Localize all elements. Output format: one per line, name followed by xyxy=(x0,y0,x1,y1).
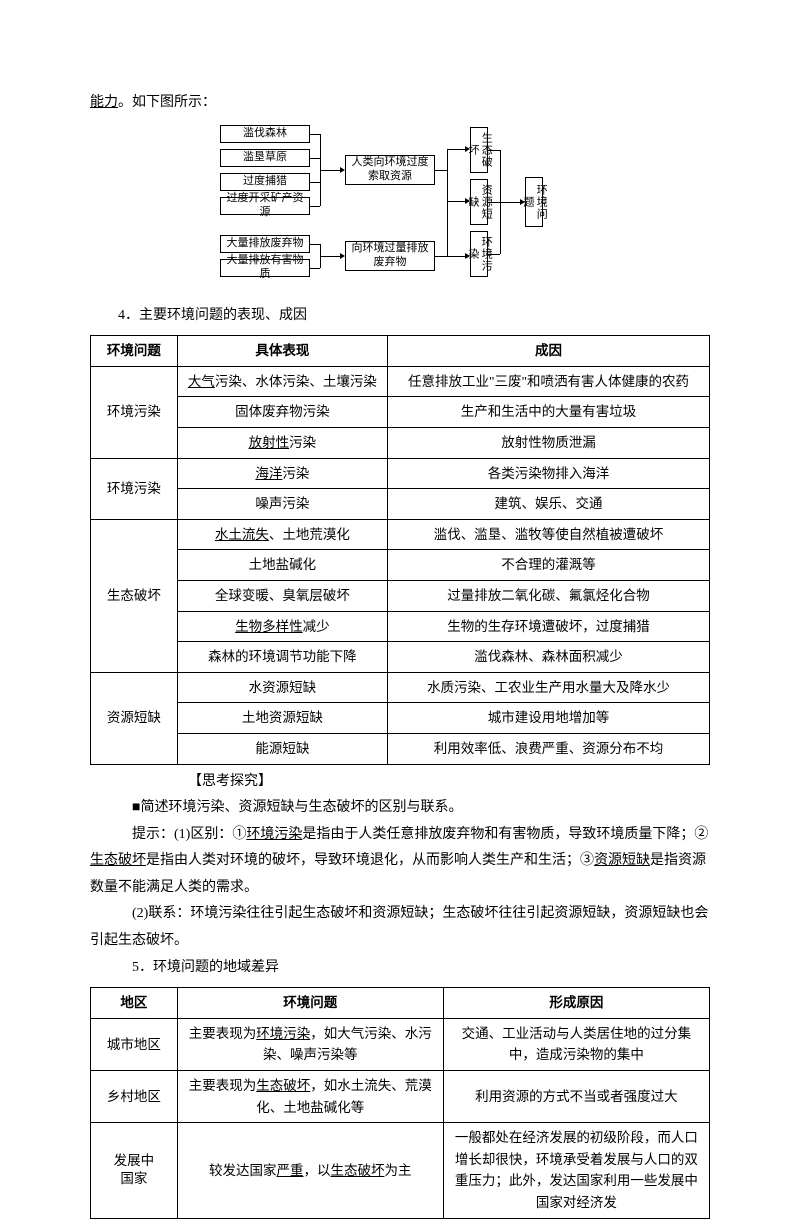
table-row: 城市地区 主要表现为环境污染，如大气污染、水污染、噪声污染等 交通、工业活动与人… xyxy=(91,1018,710,1070)
table-row: 固体废弃物污染 生产和生活中的大量有害垃圾 xyxy=(91,397,710,428)
t1-c2: 能源短缺 xyxy=(177,733,387,764)
box-left-3: 过度开采矿产资源 xyxy=(220,197,310,215)
t1-c2: 土地资源短缺 xyxy=(177,703,387,734)
t1-c3: 不合理的灌溉等 xyxy=(388,550,710,581)
t2-h1: 地区 xyxy=(91,988,178,1019)
table-row: 资源短缺 水资源短缺 水质污染、工农业生产用水量大及降水少 xyxy=(91,672,710,703)
intro-rest: 。如下图所示： xyxy=(118,95,216,110)
table-row: 环境问题 具体表现 成因 xyxy=(91,336,710,367)
t1-c2: 土地盐碱化 xyxy=(177,550,387,581)
t1-c3: 城市建设用地增加等 xyxy=(388,703,710,734)
t1-c2: 水资源短缺 xyxy=(177,672,387,703)
intro-text: 能力。如下图所示： xyxy=(90,90,710,117)
t1-cat: 环境污染 xyxy=(91,366,178,458)
think-title: 【思考探究】 xyxy=(90,769,710,796)
table-row: 生态破坏 水土流失、土地荒漠化 滥伐、滥垦、滥牧等使自然植被遭破坏 xyxy=(91,519,710,550)
t1-c3: 建筑、娱乐、交通 xyxy=(388,489,710,520)
t2-c3: 一般都处在经济发展的初级阶段，而人口增长却很快，环境承受着发展与人口的双重压力；… xyxy=(443,1123,709,1218)
box-right-0: 生态破坏 xyxy=(470,127,488,173)
tip-1: 提示：(1)区别：①环境污染是指由于人类任意排放废弃物和有害物质，导致环境质量下… xyxy=(90,822,710,902)
t1-cat: 环境污染 xyxy=(91,458,178,519)
flow-diagram: 滥伐森林 滥垦草原 过度捕猎 过度开采矿产资源 大量排放废弃物 大量排放有害物质… xyxy=(220,125,580,295)
heading-5: 5．环境问题的地域差异 xyxy=(90,955,710,982)
table-row: 噪声污染 建筑、娱乐、交通 xyxy=(91,489,710,520)
t1-h3: 成因 xyxy=(388,336,710,367)
table-row: 土地资源短缺 城市建设用地增加等 xyxy=(91,703,710,734)
t1-c2: 放射性污染 xyxy=(177,427,387,458)
t1-c2: 水土流失、土地荒漠化 xyxy=(177,519,387,550)
box-far-right: 环境问题 xyxy=(525,177,543,227)
table-row: 放射性污染 放射性物质泄漏 xyxy=(91,427,710,458)
heading-4: 4．主要环境问题的表现、成因 xyxy=(90,303,710,330)
t1-c3: 任意排放工业"三废"和喷洒有害人体健康的农药 xyxy=(388,366,710,397)
t1-c3: 滥伐森林、森林面积减少 xyxy=(388,642,710,673)
t2-c2: 较发达国家严重，以生态破坏为主 xyxy=(177,1123,443,1218)
tip-2: (2)联系：环境污染往往引起生态破坏和资源短缺；生态破坏往往引起资源短缺，资源短… xyxy=(90,901,710,954)
box-left-5: 大量排放有害物质 xyxy=(220,259,310,277)
box-left-1: 滥垦草原 xyxy=(220,149,310,167)
t1-c3: 放射性物质泄漏 xyxy=(388,427,710,458)
box-mid-bottom: 向环境过量排放废弃物 xyxy=(345,241,435,271)
t2-c1: 城市地区 xyxy=(91,1018,178,1070)
table-row: 能源短缺 利用效率低、浪费严重、资源分布不均 xyxy=(91,733,710,764)
t2-c1: 乡村地区 xyxy=(91,1071,178,1123)
t1-c3: 过量排放二氧化碳、氟氯烃化合物 xyxy=(388,580,710,611)
t1-c2: 噪声污染 xyxy=(177,489,387,520)
table-1: 环境问题 具体表现 成因 环境污染 大气污染、水体污染、土壤污染 任意排放工业"… xyxy=(90,335,710,764)
t1-c2: 全球变暖、臭氧层破坏 xyxy=(177,580,387,611)
table-row: 环境污染 海洋污染 各类污染物排入海洋 xyxy=(91,458,710,489)
t1-c2: 大气污染、水体污染、土壤污染 xyxy=(177,366,387,397)
diagram-container: 滥伐森林 滥垦草原 过度捕猎 过度开采矿产资源 大量排放废弃物 大量排放有害物质… xyxy=(90,125,710,295)
box-left-2: 过度捕猎 xyxy=(220,173,310,191)
think-question: ■简述环境污染、资源短缺与生态破坏的区别与联系。 xyxy=(90,795,710,822)
table-row: 地区 环境问题 形成原因 xyxy=(91,988,710,1019)
t1-c2: 固体废弃物污染 xyxy=(177,397,387,428)
t1-c2: 海洋污染 xyxy=(177,458,387,489)
t1-cat: 生态破坏 xyxy=(91,519,178,672)
table-row: 乡村地区 主要表现为生态破坏，如水土流失、荒漠化、土地盐碱化等 利用资源的方式不… xyxy=(91,1071,710,1123)
t1-cat: 资源短缺 xyxy=(91,672,178,764)
table-row: 生物多样性减少 生物的生存环境遭破坏，过度捕猎 xyxy=(91,611,710,642)
table-row: 环境污染 大气污染、水体污染、土壤污染 任意排放工业"三废"和喷洒有害人体健康的… xyxy=(91,366,710,397)
t1-c3: 各类污染物排入海洋 xyxy=(388,458,710,489)
table-2: 地区 环境问题 形成原因 城市地区 主要表现为环境污染，如大气污染、水污染、噪声… xyxy=(90,987,710,1218)
t2-h3: 形成原因 xyxy=(443,988,709,1019)
table-row: 全球变暖、臭氧层破坏 过量排放二氧化碳、氟氯烃化合物 xyxy=(91,580,710,611)
box-left-4: 大量排放废弃物 xyxy=(220,235,310,253)
box-left-0: 滥伐森林 xyxy=(220,125,310,143)
t1-h1: 环境问题 xyxy=(91,336,178,367)
table-row: 发展中国家 较发达国家严重，以生态破坏为主 一般都处在经济发展的初级阶段，而人口… xyxy=(91,1123,710,1218)
t2-c1: 发展中国家 xyxy=(91,1123,178,1218)
t2-c2: 主要表现为生态破坏，如水土流失、荒漠化、土地盐碱化等 xyxy=(177,1071,443,1123)
t1-c2: 森林的环境调节功能下降 xyxy=(177,642,387,673)
t1-c3: 水质污染、工农业生产用水量大及降水少 xyxy=(388,672,710,703)
t1-c3: 滥伐、滥垦、滥牧等使自然植被遭破坏 xyxy=(388,519,710,550)
intro-underline: 能力 xyxy=(90,95,118,110)
t1-c3: 生物的生存环境遭破坏，过度捕猎 xyxy=(388,611,710,642)
t1-c2: 生物多样性减少 xyxy=(177,611,387,642)
box-right-2: 环境污染 xyxy=(470,231,488,277)
t1-c3: 利用效率低、浪费严重、资源分布不均 xyxy=(388,733,710,764)
t2-h2: 环境问题 xyxy=(177,988,443,1019)
box-mid-top: 人类向环境过度索取资源 xyxy=(345,155,435,185)
t1-h2: 具体表现 xyxy=(177,336,387,367)
t2-c3: 利用资源的方式不当或者强度过大 xyxy=(443,1071,709,1123)
t2-c3: 交通、工业活动与人类居住地的过分集中，造成污染物的集中 xyxy=(443,1018,709,1070)
table-row: 土地盐碱化 不合理的灌溉等 xyxy=(91,550,710,581)
box-right-1: 资源短缺 xyxy=(470,179,488,225)
table-row: 森林的环境调节功能下降 滥伐森林、森林面积减少 xyxy=(91,642,710,673)
t2-c2: 主要表现为环境污染，如大气污染、水污染、噪声污染等 xyxy=(177,1018,443,1070)
t1-c3: 生产和生活中的大量有害垃圾 xyxy=(388,397,710,428)
